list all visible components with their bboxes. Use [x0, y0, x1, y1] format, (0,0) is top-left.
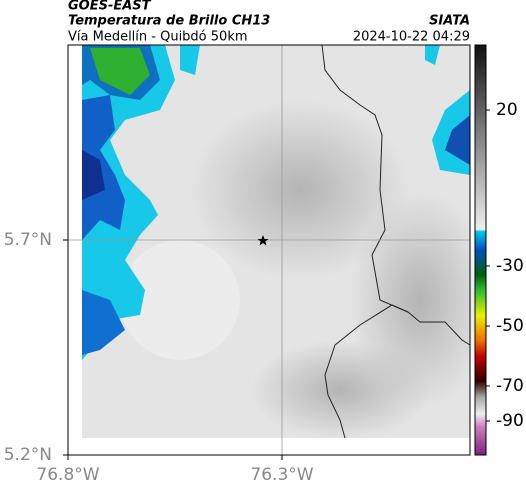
colorbar	[474, 44, 487, 456]
colorbar-label: 20	[496, 100, 518, 120]
lat-label: 5.2°N	[4, 445, 52, 465]
lon-label: 76.8°W	[36, 465, 99, 485]
colorbar-label: -90	[496, 411, 524, 431]
timestamp: 2024-10-22 04:29	[353, 30, 470, 45]
axis-labels: 5.7°N 5.2°N76.8°W 76.3°W	[4, 230, 314, 485]
source: SIATA	[429, 14, 470, 29]
colorbar-label: -70	[496, 376, 524, 396]
colorbar-ticks: 20 -30 -50 -70 -90	[486, 100, 524, 431]
colorbar-label: -30	[496, 256, 524, 276]
colorbar-label: -50	[496, 316, 524, 336]
subtitle: Temperatura de Brillo CH13	[68, 14, 270, 29]
lon-label: 76.3°W	[250, 465, 313, 485]
route: Vía Medellín - Quibdó 50km	[68, 30, 248, 45]
title: GOES-EAST	[68, 0, 152, 14]
satellite-image	[67, 44, 490, 456]
lat-label: 5.7°N	[4, 230, 52, 250]
